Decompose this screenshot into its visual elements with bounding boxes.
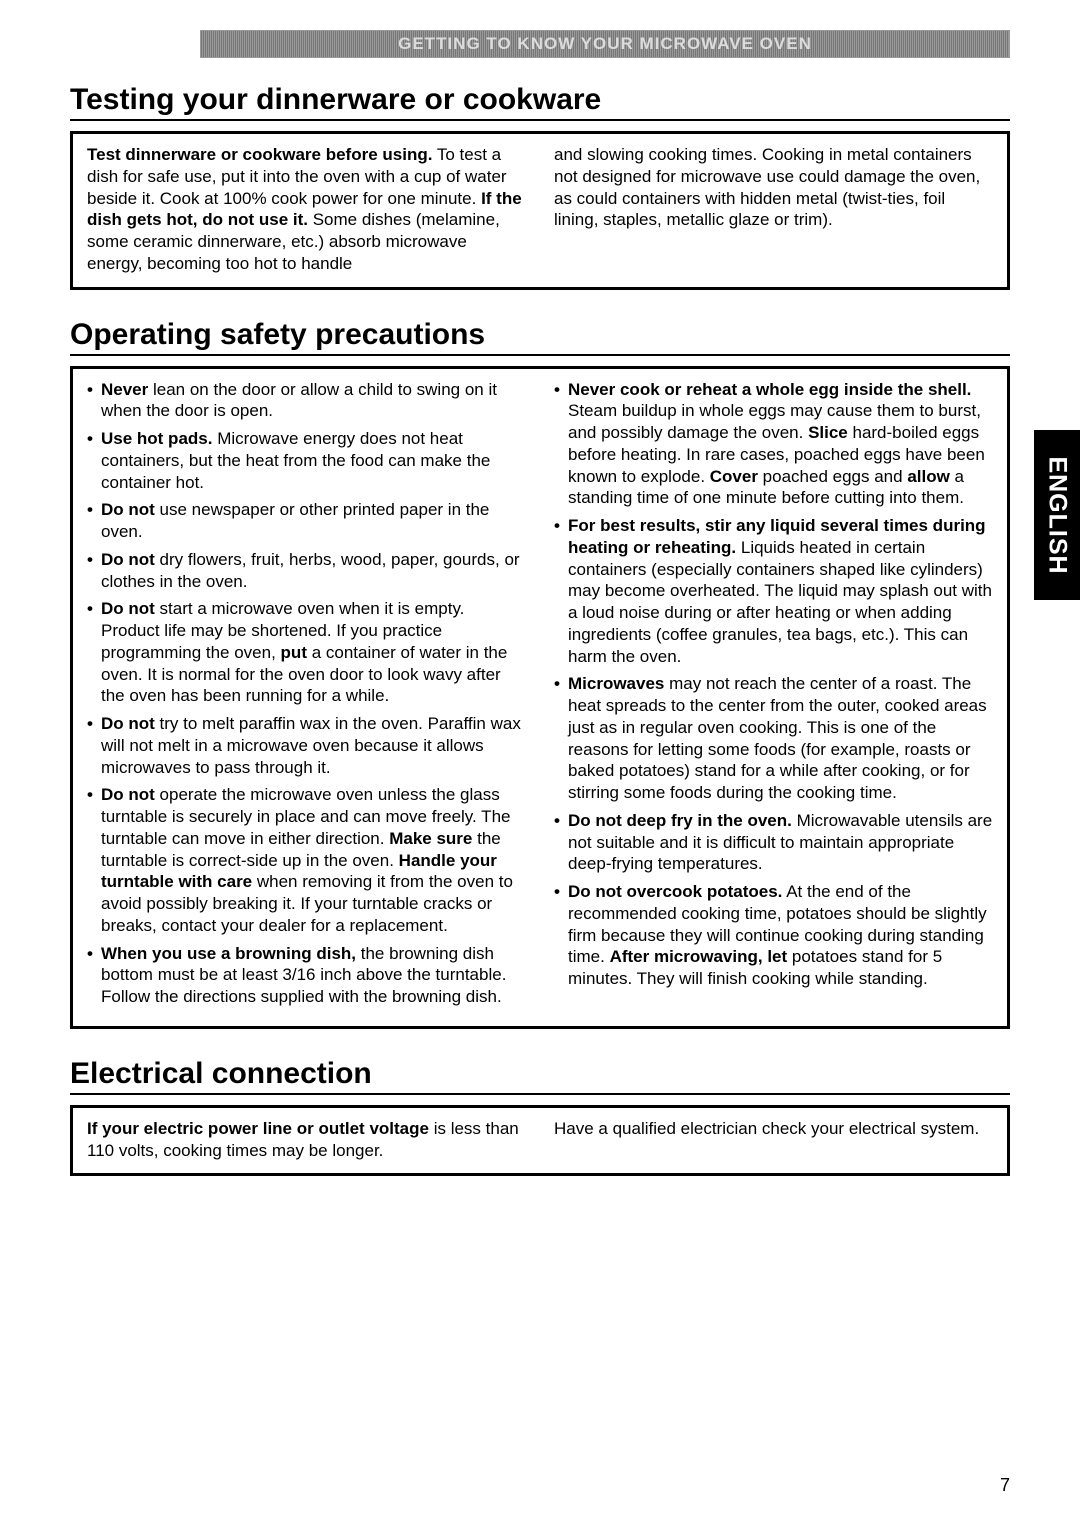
col-right: and slowing cooking times. Cooking in me… <box>554 144 993 275</box>
list-item: Use hot pads. Microwave energy does not … <box>87 428 526 493</box>
list-item: Never cook or reheat a whole egg inside … <box>554 379 993 510</box>
box-testing: Test dinnerware or cookware before using… <box>70 131 1010 290</box>
list-item: Do not overcook potatoes. At the end of … <box>554 881 993 990</box>
columns: Never lean on the door or allow a child … <box>87 379 993 1014</box>
columns: Test dinnerware or cookware before using… <box>87 144 993 275</box>
language-tab: ENGLISH <box>1034 430 1080 600</box>
page: GETTING TO KNOW YOUR MICROWAVE OVEN Test… <box>0 0 1080 1234</box>
list-item: Never lean on the door or allow a child … <box>87 379 526 423</box>
box-operating: Never lean on the door or allow a child … <box>70 366 1010 1029</box>
list-item: Microwaves may not reach the center of a… <box>554 673 993 804</box>
list-item: Do not operate the microwave oven unless… <box>87 784 526 936</box>
bullet-list-right: Never cook or reheat a whole egg inside … <box>554 379 993 990</box>
header-band: GETTING TO KNOW YOUR MICROWAVE OVEN <box>200 30 1010 58</box>
bullet-list-left: Never lean on the door or allow a child … <box>87 379 526 1008</box>
col-right: Never cook or reheat a whole egg inside … <box>554 379 993 1014</box>
box-electrical: If your electric power line or outlet vo… <box>70 1105 1010 1177</box>
col-left: Never lean on the door or allow a child … <box>87 379 526 1014</box>
page-number: 7 <box>1000 1475 1010 1496</box>
columns: If your electric power line or outlet vo… <box>87 1118 993 1162</box>
list-item: When you use a browning dish, the browni… <box>87 943 526 1008</box>
list-item: Do not deep fry in the oven. Microwavabl… <box>554 810 993 875</box>
list-item: For best results, stir any liquid severa… <box>554 515 993 667</box>
header-band-text: GETTING TO KNOW YOUR MICROWAVE OVEN <box>398 34 812 54</box>
col-left: If your electric power line or outlet vo… <box>87 1118 526 1162</box>
col-right: Have a qualified electrician check your … <box>554 1118 993 1162</box>
col-left: Test dinnerware or cookware before using… <box>87 144 526 275</box>
language-tab-text: ENGLISH <box>1043 456 1072 574</box>
list-item: Do not dry flowers, fruit, herbs, wood, … <box>87 549 526 593</box>
list-item: Do not try to melt paraffin wax in the o… <box>87 713 526 778</box>
list-item: Do not use newspaper or other printed pa… <box>87 499 526 543</box>
section-title-testing: Testing your dinnerware or cookware <box>70 83 1010 121</box>
section-title-operating: Operating safety precautions <box>70 318 1010 356</box>
section-title-electrical: Electrical connection <box>70 1057 1010 1095</box>
list-item: Do not start a microwave oven when it is… <box>87 598 526 707</box>
